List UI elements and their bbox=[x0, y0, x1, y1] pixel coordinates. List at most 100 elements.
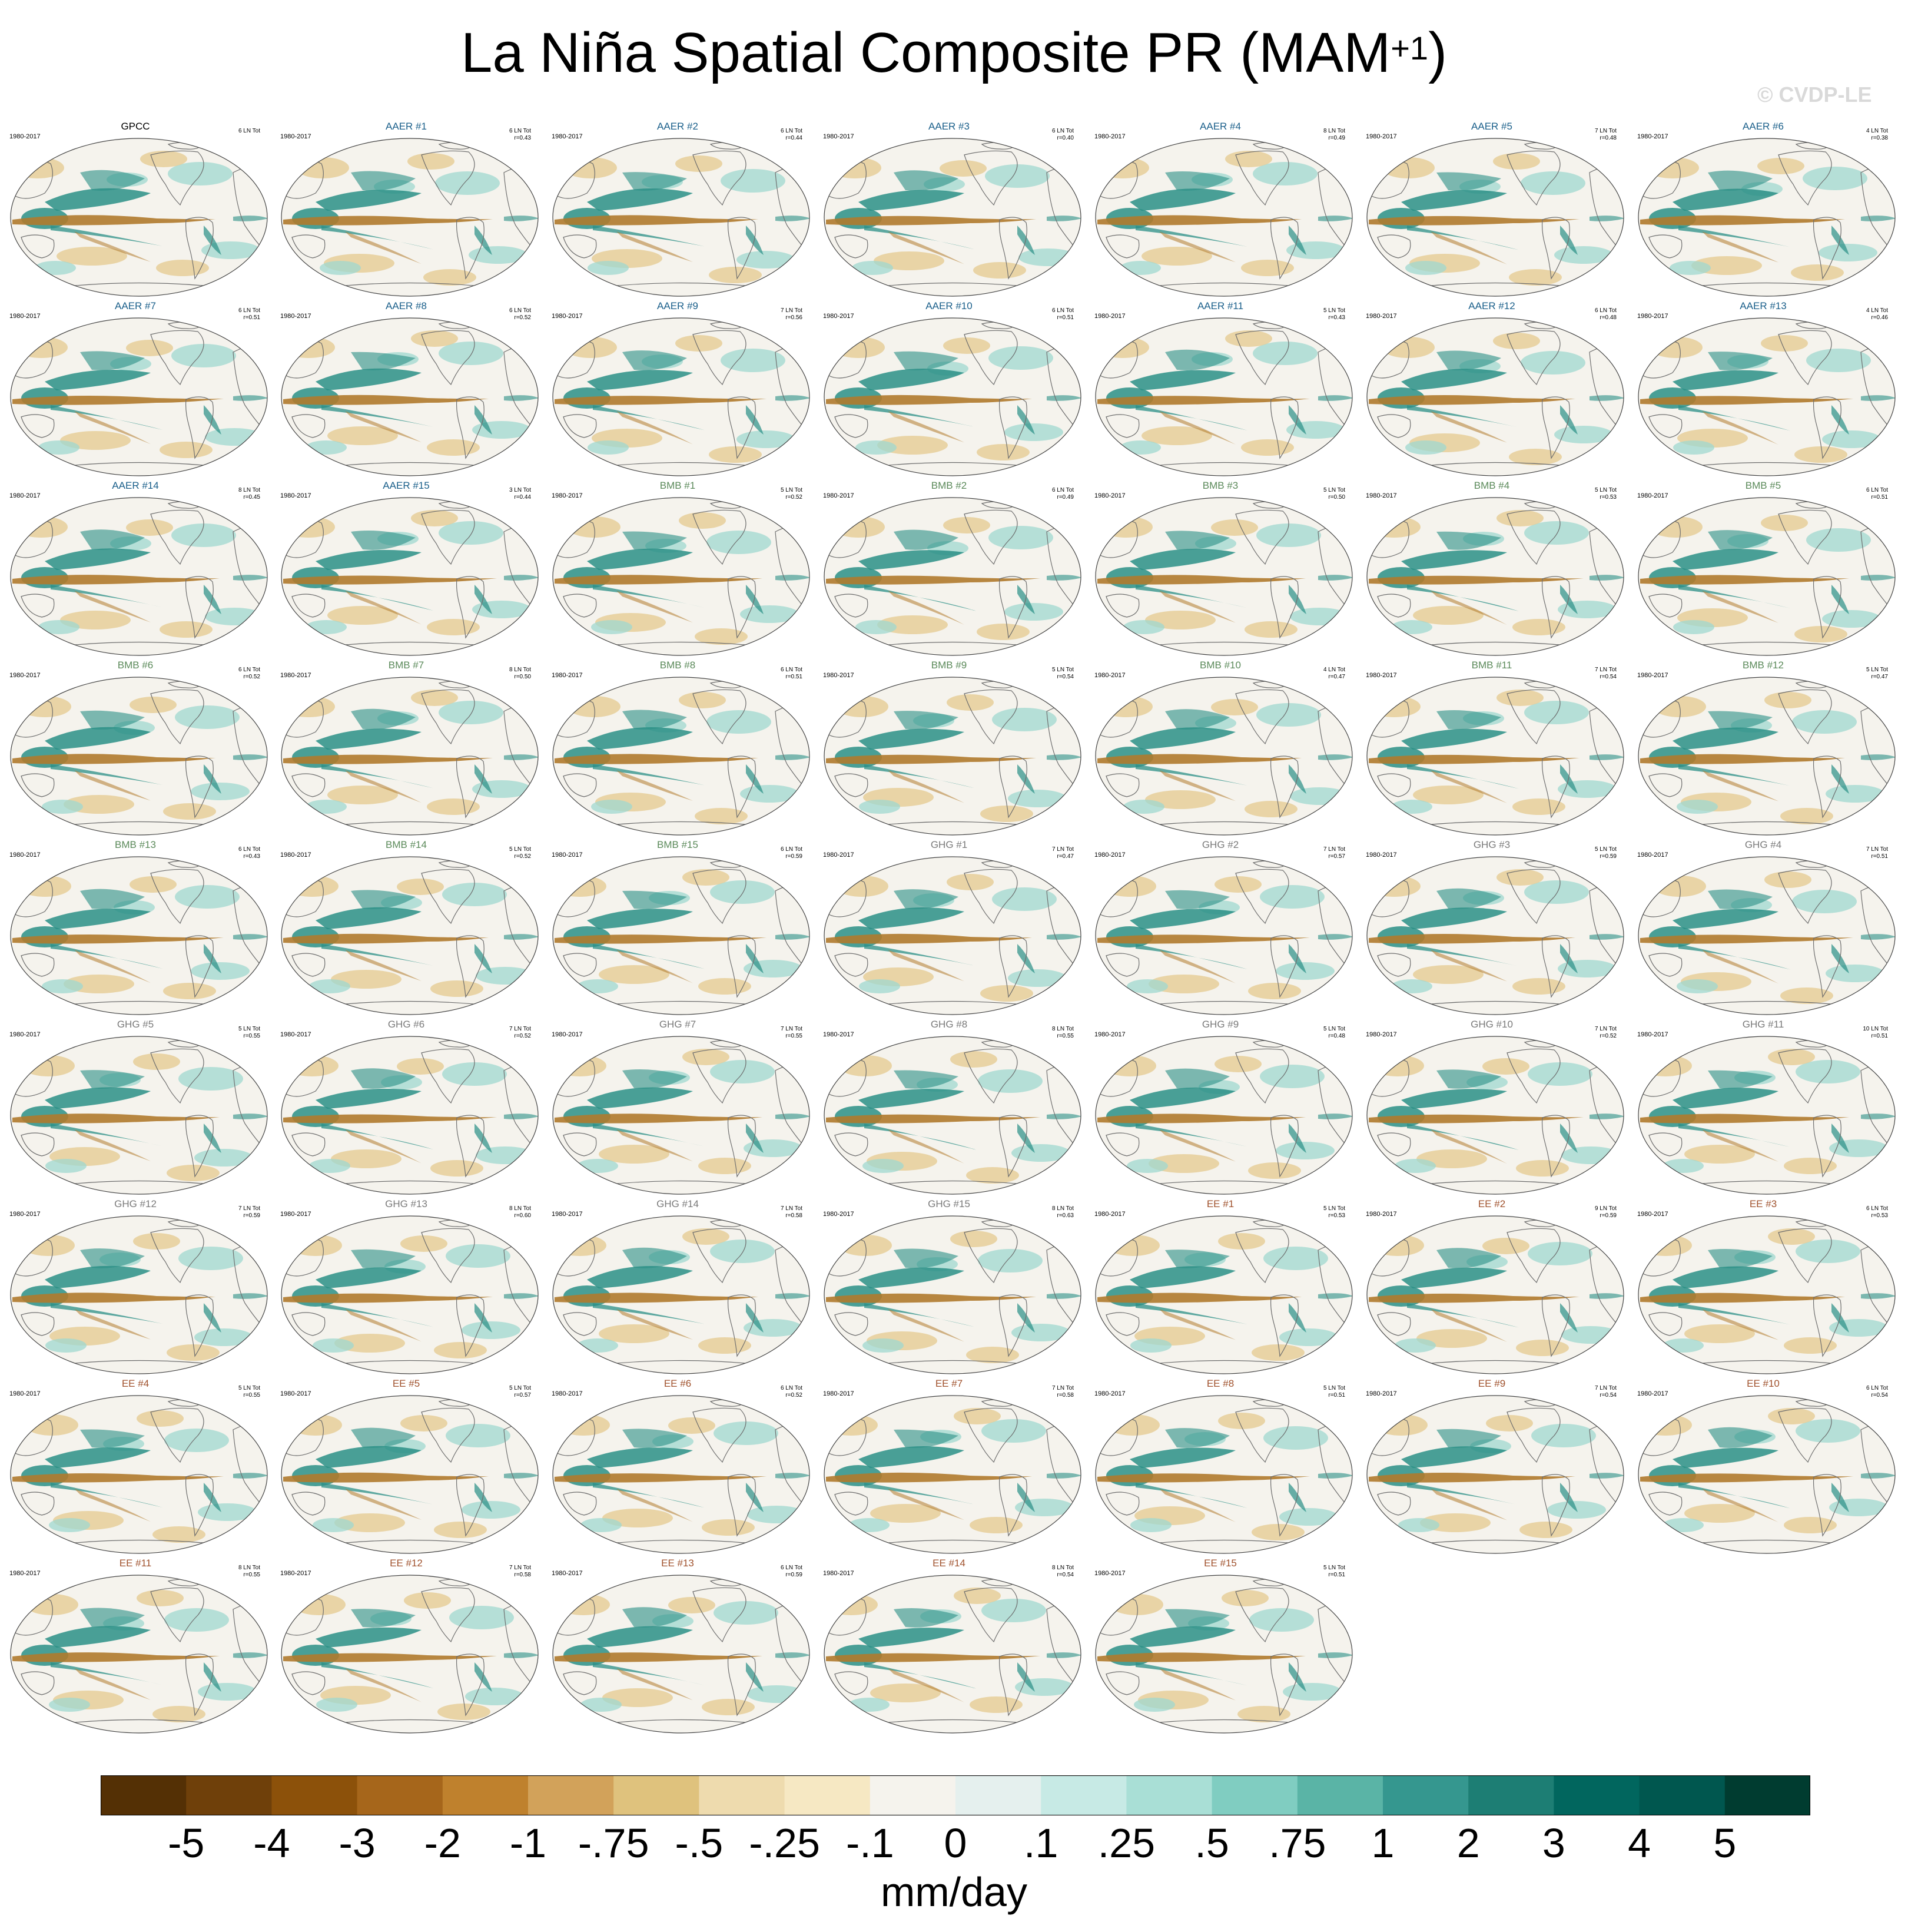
panel-title: AAER #9 bbox=[657, 300, 698, 311]
panel-count: 6 LN Tot bbox=[238, 667, 260, 673]
panel-count: 7 LN Tot bbox=[1594, 667, 1617, 673]
panel-count: 5 LN Tot bbox=[1323, 1565, 1345, 1571]
panel-count: 7 LN Tot bbox=[509, 1565, 531, 1571]
panel-period: 1980-2017 bbox=[1637, 851, 1668, 859]
panel-title: GHG #8 bbox=[930, 1019, 968, 1030]
panel-title: EE #11 bbox=[119, 1557, 152, 1569]
panel-count: 7 LN Tot bbox=[1323, 846, 1345, 853]
map-panel: BMB #12 1980-2017 5 LN Tot r=0.47 bbox=[1628, 660, 1899, 836]
colorbar-swatch bbox=[101, 1775, 187, 1815]
panel-count: 7 LN Tot bbox=[238, 1205, 260, 1212]
colorbar-tick-label: .75 bbox=[1269, 1820, 1326, 1866]
precip-map bbox=[552, 677, 810, 836]
panel-title: GHG #1 bbox=[930, 839, 968, 850]
colorbar-swatch bbox=[1297, 1775, 1383, 1815]
precip-map bbox=[10, 1575, 268, 1734]
panel-period: 1980-2017 bbox=[823, 851, 854, 859]
colorbar-swatch bbox=[271, 1775, 358, 1815]
panel-title: EE #9 bbox=[1478, 1378, 1506, 1389]
precip-map bbox=[10, 1036, 268, 1195]
precip-map bbox=[824, 317, 1081, 476]
panel-count: 6 LN Tot bbox=[238, 128, 260, 134]
panel-correlation: r=0.47 bbox=[1871, 674, 1888, 680]
precip-map bbox=[824, 1036, 1081, 1195]
panel-count: 10 LN Tot bbox=[1863, 1026, 1888, 1032]
panel-count: 9 LN Tot bbox=[1594, 1205, 1617, 1212]
panel-period: 1980-2017 bbox=[823, 1390, 854, 1397]
panel-count: 8 LN Tot bbox=[509, 667, 531, 673]
panel-title: EE #12 bbox=[390, 1557, 423, 1569]
panel-period: 1980-2017 bbox=[280, 1570, 311, 1577]
panel-title: BMB #7 bbox=[388, 660, 424, 671]
panel-title: EE #7 bbox=[935, 1378, 963, 1389]
panel-count: 6 LN Tot bbox=[1051, 487, 1074, 493]
map-panel: GPCC 1980-2017 6 LN Tot bbox=[0, 121, 271, 297]
map-panel: BMB #1 1980-2017 5 LN Tot r=0.52 bbox=[542, 480, 813, 657]
panel-title: EE #8 bbox=[1206, 1378, 1235, 1389]
panel-correlation: r=0.54 bbox=[1057, 1572, 1074, 1578]
precip-map bbox=[1095, 856, 1353, 1015]
colorbar-swatch bbox=[870, 1775, 956, 1815]
precip-map bbox=[1638, 1036, 1896, 1195]
precip-map bbox=[281, 856, 539, 1015]
panel-period: 1980-2017 bbox=[9, 851, 41, 859]
panel-period: 1980-2017 bbox=[280, 851, 311, 859]
panel-correlation: r=0.53 bbox=[1600, 494, 1617, 501]
map-panel: AAER #15 1980-2017 3 LN Tot r=0.44 bbox=[271, 480, 542, 657]
panel-count: 6 LN Tot bbox=[238, 846, 260, 853]
colorbar-tick-label: .25 bbox=[1097, 1820, 1156, 1866]
precip-map bbox=[1366, 677, 1624, 836]
map-panel: BMB #5 1980-2017 6 LN Tot r=0.51 bbox=[1628, 480, 1899, 657]
panel-title: EE #3 bbox=[1749, 1198, 1777, 1209]
panel-correlation: r=0.55 bbox=[785, 1033, 802, 1039]
panel-period: 1980-2017 bbox=[823, 1031, 854, 1038]
panel-title: EE #6 bbox=[663, 1378, 692, 1389]
panel-title: GHG #10 bbox=[1471, 1019, 1513, 1030]
panel-count: 7 LN Tot bbox=[780, 1026, 802, 1032]
panel-period: 1980-2017 bbox=[1094, 492, 1126, 499]
panel-title: BMB #2 bbox=[931, 480, 967, 491]
panel-count: 7 LN Tot bbox=[1594, 1026, 1617, 1032]
panel-correlation: r=0.51 bbox=[1871, 1033, 1888, 1039]
colorbar-swatch bbox=[955, 1775, 1041, 1815]
panel-title: BMB #5 bbox=[1745, 480, 1781, 491]
panel-correlation: r=0.38 bbox=[1871, 135, 1888, 141]
panel-correlation: r=0.51 bbox=[1057, 314, 1074, 321]
panel-count: 5 LN Tot bbox=[1051, 667, 1074, 673]
panel-title: AAER #7 bbox=[115, 300, 156, 311]
panel-title: AAER #15 bbox=[383, 480, 430, 491]
panel-title: AAER #11 bbox=[1197, 300, 1244, 311]
watermark: © CVDP-LE bbox=[1757, 82, 1872, 107]
map-panel: BMB #14 1980-2017 5 LN Tot r=0.52 bbox=[271, 839, 542, 1016]
map-panel: EE #8 1980-2017 5 LN Tot r=0.51 bbox=[1085, 1378, 1356, 1555]
panel-count: 6 LN Tot bbox=[780, 846, 802, 853]
panel-count: 6 LN Tot bbox=[1051, 128, 1074, 134]
panel-correlation: r=0.47 bbox=[1328, 674, 1345, 680]
precip-map bbox=[824, 1575, 1081, 1734]
precip-map bbox=[1638, 497, 1896, 656]
colorbar-swatch bbox=[1383, 1775, 1469, 1815]
colorbar-tick-label: 4 bbox=[1628, 1820, 1651, 1866]
map-panel: EE #11 1980-2017 8 LN Tot r=0.55 bbox=[0, 1557, 271, 1734]
panel-title: GHG #11 bbox=[1742, 1019, 1784, 1030]
colorbar-swatch bbox=[1554, 1775, 1640, 1815]
panel-period: 1980-2017 bbox=[823, 672, 854, 679]
map-panel: AAER #11 1980-2017 5 LN Tot r=0.43 bbox=[1085, 300, 1356, 477]
colorbar-swatch bbox=[1639, 1775, 1726, 1815]
precip-map bbox=[281, 317, 539, 476]
panel-title: GHG #15 bbox=[928, 1198, 970, 1209]
map-panel: BMB #6 1980-2017 6 LN Tot r=0.52 bbox=[0, 660, 271, 836]
panel-correlation: r=0.53 bbox=[1328, 1212, 1345, 1219]
colorbar-units: mm/day bbox=[881, 1869, 1027, 1915]
precip-map bbox=[824, 1395, 1081, 1554]
panel-count: 6 LN Tot bbox=[1594, 307, 1617, 314]
map-panel: GHG #11 1980-2017 10 LN Tot r=0.51 bbox=[1628, 1019, 1899, 1195]
panel-title: AAER #12 bbox=[1468, 300, 1515, 311]
panel-count: 5 LN Tot bbox=[238, 1026, 260, 1032]
precip-map bbox=[281, 677, 539, 836]
precip-map bbox=[1095, 317, 1353, 476]
precip-map bbox=[1638, 856, 1896, 1015]
panel-title: AAER #5 bbox=[1471, 121, 1512, 132]
panel-title: GHG #6 bbox=[387, 1019, 425, 1030]
panel-count: 6 LN Tot bbox=[509, 128, 531, 134]
